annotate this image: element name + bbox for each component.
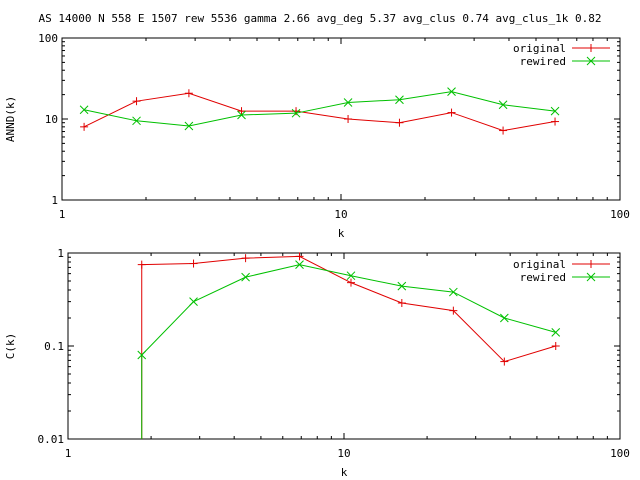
marker-stroke <box>237 110 246 120</box>
y-tick-label: 1 <box>51 194 58 207</box>
marker-stroke <box>551 328 561 337</box>
data-point-rewired <box>498 100 508 110</box>
marker-stroke <box>499 313 509 323</box>
data-point-original <box>447 108 456 117</box>
legend-marker-rewired <box>586 272 596 282</box>
series-rewired <box>137 260 561 439</box>
marker-stroke <box>343 98 353 107</box>
data-point-original <box>132 97 141 106</box>
data-point-rewired <box>448 287 458 297</box>
marker-stroke <box>137 350 147 360</box>
data-point-rewired <box>137 350 147 360</box>
data-point-rewired <box>397 281 407 291</box>
data-point-rewired <box>237 110 246 120</box>
data-point-rewired <box>79 105 89 115</box>
marker-stroke <box>550 106 560 116</box>
data-point-rewired <box>189 297 198 306</box>
marker-stroke <box>291 108 301 118</box>
x-tick-label: 1 <box>65 447 72 460</box>
marker-stroke <box>397 281 407 291</box>
y-tick-label: 10 <box>45 113 58 126</box>
x-tick-label: 100 <box>610 208 630 221</box>
x-axis-label: k <box>338 227 345 240</box>
data-point-rewired <box>295 260 304 269</box>
x-tick-label: 10 <box>337 447 350 460</box>
legend-label-rewired: rewired <box>520 55 566 68</box>
data-point-original <box>292 107 301 116</box>
marker-stroke <box>184 121 194 131</box>
data-point-rewired <box>499 313 509 323</box>
series-line-rewired <box>83 91 556 127</box>
marker-stroke <box>448 287 458 297</box>
marker-stroke <box>295 260 304 269</box>
series-original <box>137 252 560 439</box>
marker-stroke <box>346 271 356 281</box>
data-point-original <box>184 89 193 98</box>
data-point-original <box>499 126 508 135</box>
marker-stroke <box>79 105 89 115</box>
series-line-original <box>83 92 556 132</box>
legend-label-original: original <box>513 42 566 55</box>
marker-stroke <box>132 116 141 126</box>
data-point-original <box>189 259 198 268</box>
marker-stroke <box>395 95 404 105</box>
x-tick-label: 100 <box>610 447 630 460</box>
chart-title: AS 14000 N 558 E 1507 rew 5536 gamma 2.6… <box>39 12 602 25</box>
y-tick-label: 1 <box>57 247 64 260</box>
series-line-original <box>141 255 556 363</box>
y-tick-label: 0.1 <box>44 340 64 353</box>
data-point-original <box>295 252 304 261</box>
data-point-rewired <box>550 106 560 116</box>
data-point-original <box>397 298 406 307</box>
data-point-rewired <box>291 108 301 118</box>
y-axis-label: C(k) <box>4 333 17 360</box>
data-point-original <box>551 342 560 350</box>
series-rewired <box>79 87 560 131</box>
data-point-original <box>344 115 353 123</box>
x-axis-label: k <box>341 466 348 479</box>
data-point-original <box>500 357 509 366</box>
marker-stroke <box>447 87 456 96</box>
data-point-rewired <box>346 271 356 281</box>
data-point-original <box>449 306 458 315</box>
data-point-original <box>241 254 250 263</box>
data-point-rewired <box>241 272 250 282</box>
data-point-rewired <box>447 87 456 96</box>
data-point-rewired <box>343 98 353 107</box>
x-tick-label: 10 <box>334 208 347 221</box>
data-point-original <box>395 118 404 127</box>
data-point-original <box>80 122 89 131</box>
marker-stroke <box>241 272 250 282</box>
y-tick-label: 0.01 <box>38 433 65 446</box>
data-point-rewired <box>395 95 404 105</box>
legend-label-original: original <box>513 258 566 271</box>
data-point-rewired <box>184 121 194 131</box>
data-point-original <box>551 117 560 126</box>
x-tick-label: 1 <box>59 208 66 221</box>
legend-label-rewired: rewired <box>520 271 566 284</box>
data-point-original <box>137 260 146 269</box>
marker-stroke <box>498 100 508 110</box>
data-point-original <box>346 278 355 287</box>
legend-marker-rewired <box>586 56 596 66</box>
marker-stroke <box>189 297 198 306</box>
y-tick-label: 100 <box>38 32 58 45</box>
series-original <box>80 89 560 135</box>
data-point-rewired <box>551 328 561 337</box>
y-axis-label: ANND(k) <box>4 96 17 142</box>
data-point-rewired <box>132 116 141 126</box>
data-point-original <box>237 107 246 116</box>
